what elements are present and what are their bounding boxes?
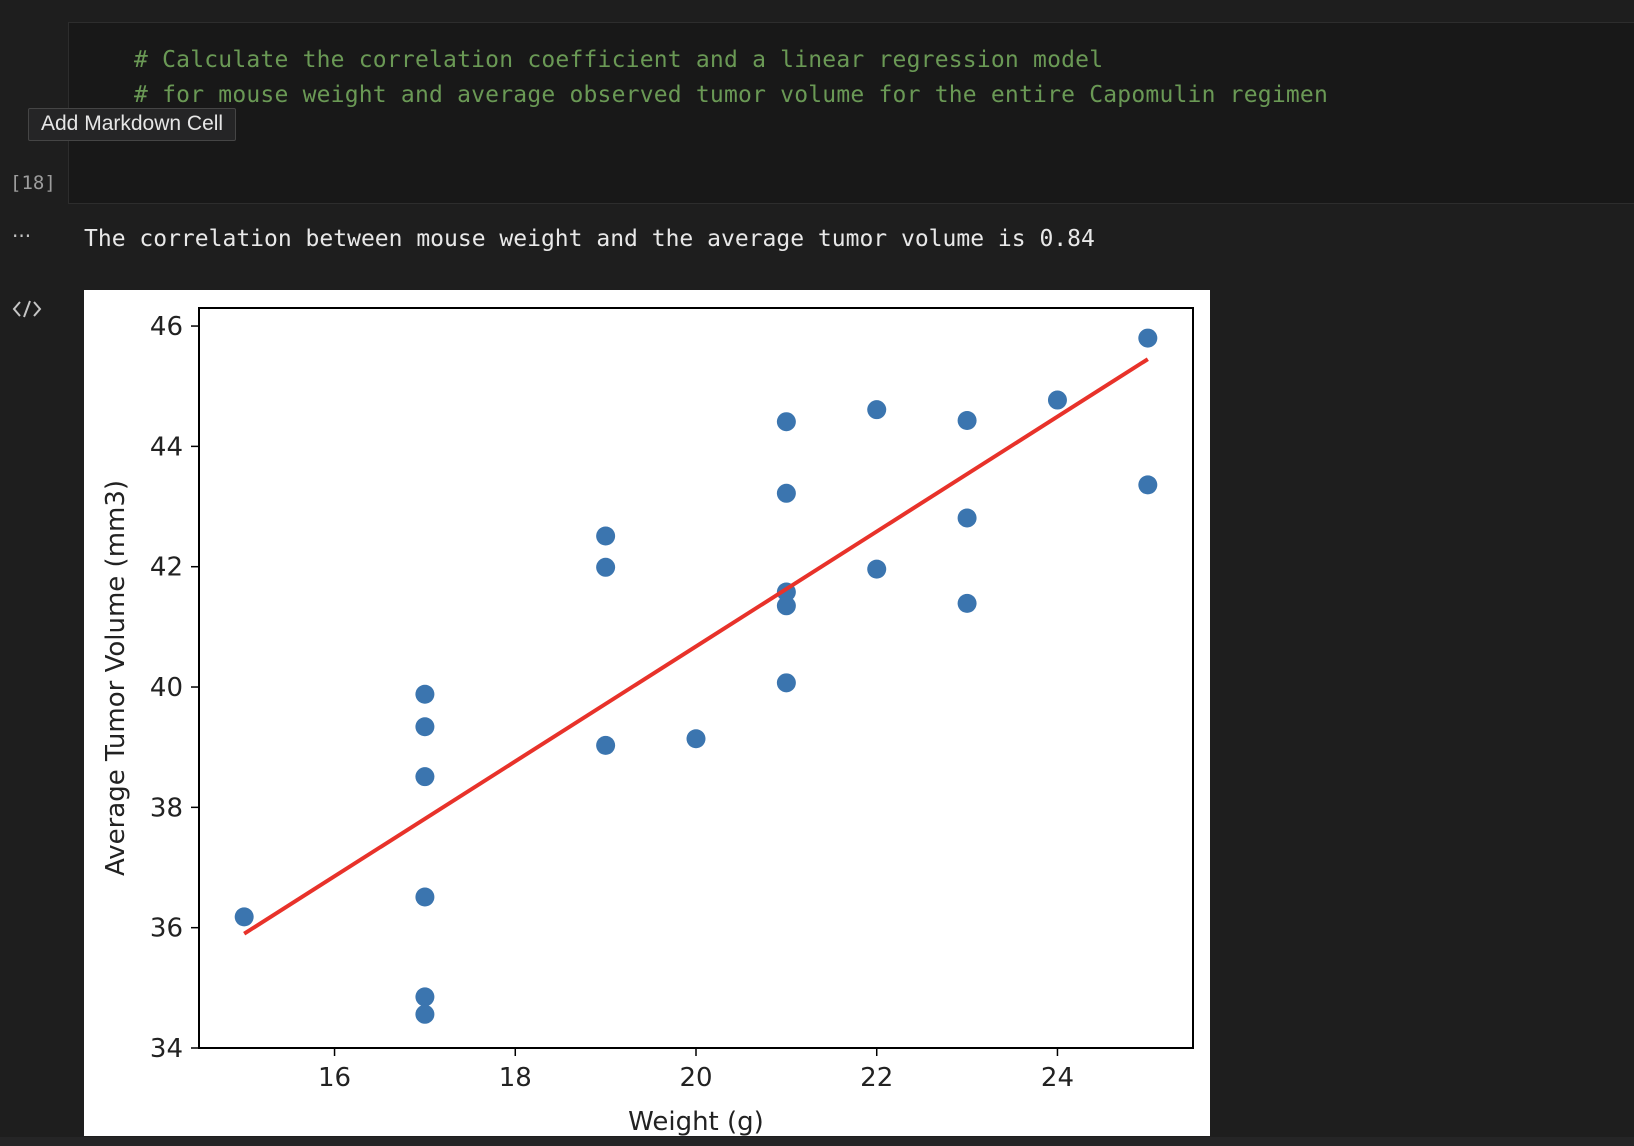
y-tick-label: 36 bbox=[150, 914, 183, 944]
scatter-point bbox=[415, 1004, 435, 1024]
y-tick-label: 34 bbox=[150, 1034, 183, 1064]
scatter-point bbox=[415, 767, 435, 787]
y-tick-label: 38 bbox=[150, 793, 183, 823]
plot-area-frame bbox=[198, 307, 1194, 1049]
execution-count: [18] bbox=[10, 172, 56, 194]
x-axis-label: Weight (g) bbox=[628, 1107, 764, 1136]
scatter-point bbox=[415, 987, 435, 1007]
scatter-point bbox=[1138, 475, 1158, 495]
scatter-point bbox=[415, 717, 435, 737]
scatter-point bbox=[596, 526, 616, 546]
scatter-point bbox=[596, 557, 616, 577]
regression-line bbox=[243, 357, 1149, 936]
scatter-point bbox=[1138, 328, 1158, 348]
scatter-chart: 16 18 20 22 24 34 36 38 40 42 44 46 Weight (g) Aver… bbox=[101, 307, 1194, 1137]
scatter-point bbox=[957, 593, 977, 613]
code-line-2[interactable]: # for mouse weight and average observed … bbox=[134, 82, 1329, 108]
scatter-point bbox=[776, 596, 796, 616]
scatter-point bbox=[776, 412, 796, 432]
scatter-point bbox=[415, 684, 435, 704]
scatter-point bbox=[596, 735, 616, 755]
scatter-point bbox=[867, 559, 887, 579]
x-tick-label: 24 bbox=[1041, 1063, 1074, 1093]
code-line-1[interactable]: # Calculate the correlation coefficient … bbox=[134, 47, 1104, 73]
output-more-actions-icon[interactable]: ··· bbox=[12, 224, 32, 248]
x-tick-label: 18 bbox=[499, 1063, 532, 1093]
scatter-point bbox=[776, 483, 796, 503]
add-markdown-cell-tooltip[interactable]: Add Markdown Cell bbox=[28, 108, 237, 141]
code-cell[interactable]: # Calculate the correlation coefficient … bbox=[68, 22, 1634, 204]
y-tick-label: 46 bbox=[150, 312, 183, 342]
x-tick-label: 20 bbox=[679, 1063, 712, 1093]
x-tick-label: 16 bbox=[318, 1063, 351, 1093]
y-axis-label: Average Tumor Volume (mm3) bbox=[101, 480, 131, 876]
x-tick-label: 22 bbox=[860, 1063, 893, 1093]
scatter-point bbox=[867, 400, 887, 420]
scatter-point bbox=[776, 673, 796, 693]
scatter-point bbox=[957, 508, 977, 528]
scatter-point bbox=[686, 729, 706, 749]
scatter-point bbox=[957, 411, 977, 431]
output-text: The correlation between mouse weight and… bbox=[84, 226, 1095, 252]
bottom-divider bbox=[0, 1137, 1634, 1146]
scatter-point bbox=[234, 907, 254, 927]
code-brackets-icon[interactable] bbox=[12, 298, 42, 320]
output-figure: 16 18 20 22 24 34 36 38 40 42 44 46 Weight (g) Aver… bbox=[84, 290, 1210, 1137]
scatter-point bbox=[415, 887, 435, 907]
y-tick-label: 40 bbox=[150, 673, 183, 703]
scatter-point bbox=[1047, 390, 1067, 410]
y-tick-label: 44 bbox=[150, 432, 183, 462]
y-tick-label: 42 bbox=[150, 553, 183, 583]
